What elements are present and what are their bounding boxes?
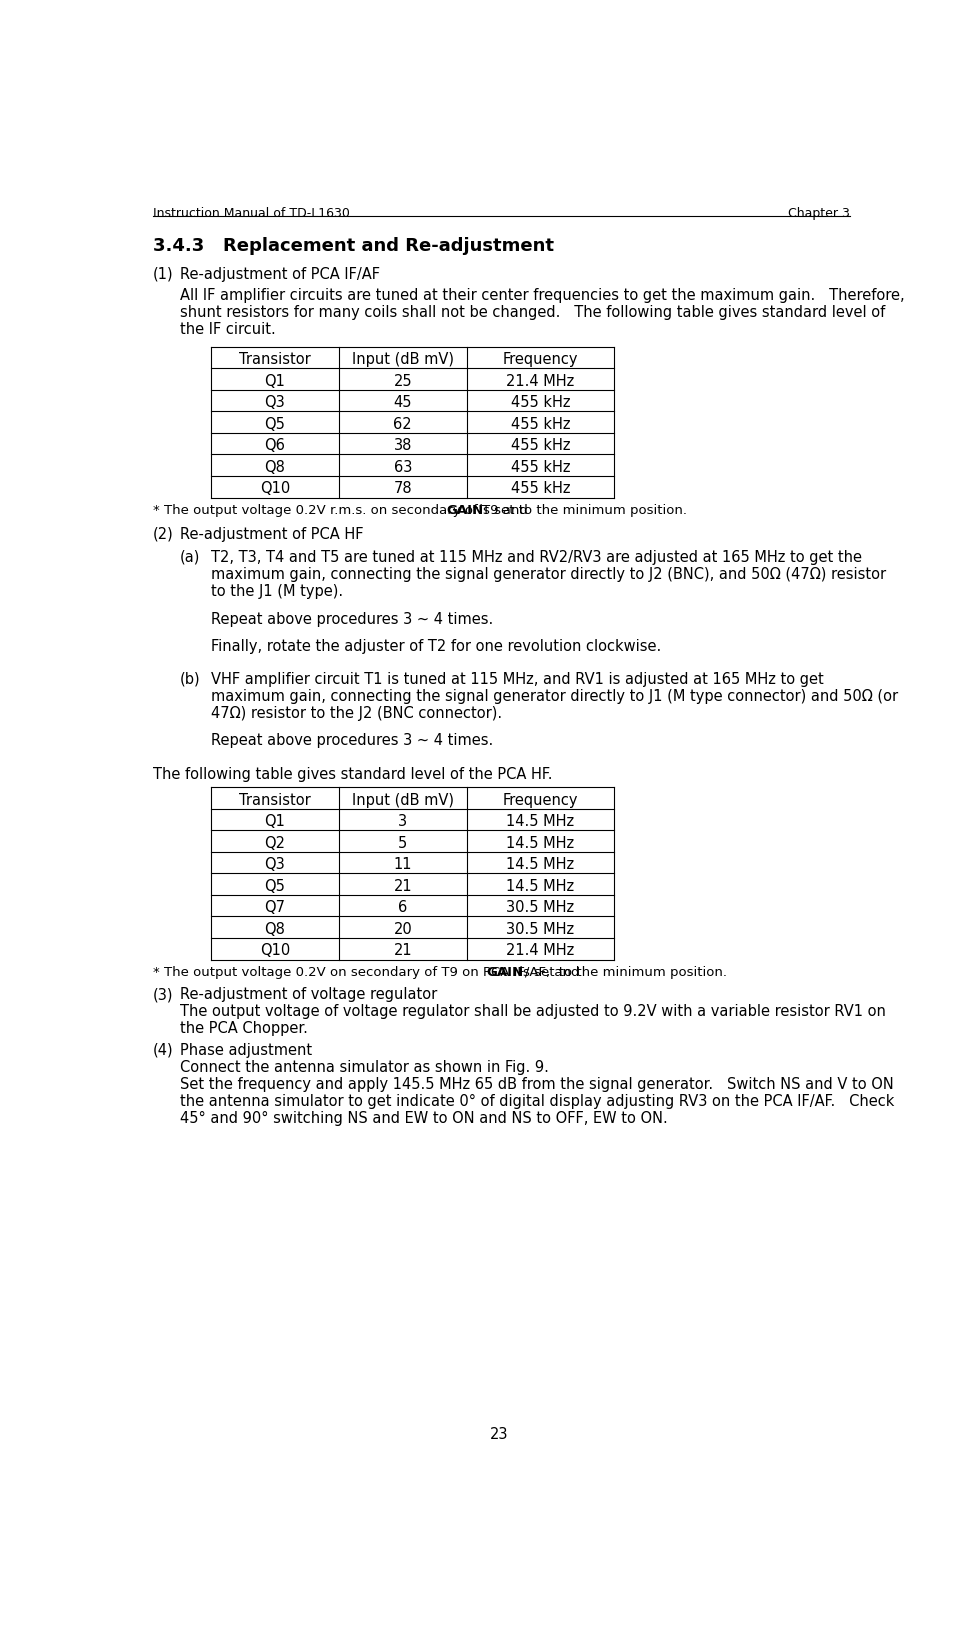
Text: Q2: Q2: [264, 835, 286, 850]
Text: The following table gives standard level of the PCA HF.: The following table gives standard level…: [153, 767, 553, 782]
Text: 30.5 MHz: 30.5 MHz: [506, 900, 574, 915]
Text: Finally, rotate the adjuster of T2 for one revolution clockwise.: Finally, rotate the adjuster of T2 for o…: [211, 639, 661, 655]
Text: Phase adjustment: Phase adjustment: [180, 1043, 312, 1058]
Text: 25: 25: [394, 374, 412, 388]
Text: Transistor: Transistor: [239, 793, 311, 808]
Text: 30.5 MHz: 30.5 MHz: [506, 921, 574, 938]
Text: Q8: Q8: [264, 460, 286, 474]
Text: Set the frequency and apply 145.5 MHz 65 dB from the signal generator.   Switch : Set the frequency and apply 145.5 MHz 65…: [180, 1077, 894, 1092]
Text: 14.5 MHz: 14.5 MHz: [506, 858, 574, 873]
Text: 14.5 MHz: 14.5 MHz: [506, 835, 574, 850]
Text: Instruction Manual of TD-L1630: Instruction Manual of TD-L1630: [153, 208, 350, 221]
Text: Q6: Q6: [264, 439, 286, 453]
Text: Q8: Q8: [264, 921, 286, 938]
Text: All IF amplifier circuits are tuned at their center frequencies to get the maxim: All IF amplifier circuits are tuned at t…: [180, 288, 905, 304]
Text: Q1: Q1: [264, 374, 286, 388]
Text: 63: 63: [394, 460, 412, 474]
Text: Q10: Q10: [259, 481, 291, 497]
Text: Q5: Q5: [264, 879, 286, 894]
Text: Q3: Q3: [264, 858, 286, 873]
Text: Repeat above procedures 3 ~ 4 times.: Repeat above procedures 3 ~ 4 times.: [211, 611, 493, 627]
Text: 47Ω) resistor to the J2 (BNC connector).: 47Ω) resistor to the J2 (BNC connector).: [211, 705, 502, 720]
Text: Input (dB mV): Input (dB mV): [352, 353, 453, 367]
Text: Q3: Q3: [264, 395, 286, 410]
Text: to the J1 (M type).: to the J1 (M type).: [211, 583, 343, 600]
Text: * The output voltage 0.2V on secondary of T9 on PCA IF/AF, and: * The output voltage 0.2V on secondary o…: [153, 965, 584, 978]
Text: (2): (2): [153, 526, 174, 541]
Text: the antenna simulator to get indicate 0° of digital display adjusting RV3 on the: the antenna simulator to get indicate 0°…: [180, 1094, 894, 1108]
Text: is set to the minimum position.: is set to the minimum position.: [476, 504, 687, 517]
Text: 21.4 MHz: 21.4 MHz: [506, 374, 574, 388]
Text: 21: 21: [394, 879, 412, 894]
Text: Re-adjustment of PCA HF: Re-adjustment of PCA HF: [180, 526, 364, 541]
Text: shunt resistors for many coils shall not be changed.   The following table gives: shunt resistors for many coils shall not…: [180, 306, 885, 320]
Text: 45: 45: [394, 395, 412, 410]
Text: T2, T3, T4 and T5 are tuned at 115 MHz and RV2/RV3 are adjusted at 165 MHz to ge: T2, T3, T4 and T5 are tuned at 115 MHz a…: [211, 549, 862, 565]
Text: 62: 62: [394, 416, 412, 432]
Text: 3.4.3   Replacement and Re-adjustment: 3.4.3 Replacement and Re-adjustment: [153, 237, 554, 255]
Text: maximum gain, connecting the signal generator directly to J2 (BNC), and 50Ω (47Ω: maximum gain, connecting the signal gene…: [211, 567, 886, 582]
Text: 14.5 MHz: 14.5 MHz: [506, 814, 574, 829]
Text: Re-adjustment of PCA IF/AF: Re-adjustment of PCA IF/AF: [180, 266, 380, 281]
Text: * The output voltage 0.2V r.m.s. on secondary of T9 and: * The output voltage 0.2V r.m.s. on seco…: [153, 504, 532, 517]
Text: (a): (a): [180, 549, 201, 565]
Text: 21.4 MHz: 21.4 MHz: [506, 944, 574, 959]
Text: 78: 78: [394, 481, 412, 497]
Text: the IF circuit.: the IF circuit.: [180, 322, 276, 336]
Text: 455 kHz: 455 kHz: [511, 395, 570, 410]
Text: (1): (1): [153, 266, 174, 281]
Text: Transistor: Transistor: [239, 353, 311, 367]
Text: (3): (3): [153, 988, 174, 1003]
Text: GAIN: GAIN: [447, 504, 484, 517]
Text: Frequency: Frequency: [503, 353, 578, 367]
Text: 6: 6: [398, 900, 408, 915]
Text: 21: 21: [394, 944, 412, 959]
Text: 3: 3: [398, 814, 408, 829]
Text: Q7: Q7: [264, 900, 286, 915]
Text: 455 kHz: 455 kHz: [511, 439, 570, 453]
Text: Re-adjustment of voltage regulator: Re-adjustment of voltage regulator: [180, 988, 437, 1003]
Text: the PCA Chopper.: the PCA Chopper.: [180, 1020, 308, 1037]
Text: Q5: Q5: [264, 416, 286, 432]
Text: 20: 20: [394, 921, 412, 938]
Text: Chapter 3: Chapter 3: [789, 208, 850, 221]
Text: Q1: Q1: [264, 814, 286, 829]
Text: 38: 38: [394, 439, 412, 453]
Text: 11: 11: [394, 858, 412, 873]
Text: Connect the antenna simulator as shown in Fig. 9.: Connect the antenna simulator as shown i…: [180, 1060, 549, 1074]
Text: 455 kHz: 455 kHz: [511, 460, 570, 474]
Text: 455 kHz: 455 kHz: [511, 416, 570, 432]
Text: The output voltage of voltage regulator shall be adjusted to 9.2V with a variabl: The output voltage of voltage regulator …: [180, 1004, 886, 1019]
Text: is set to the minimum position.: is set to the minimum position.: [516, 965, 727, 978]
Text: 14.5 MHz: 14.5 MHz: [506, 879, 574, 894]
Text: 5: 5: [398, 835, 408, 850]
Text: Q10: Q10: [259, 944, 291, 959]
Text: 23: 23: [490, 1427, 509, 1441]
Text: Frequency: Frequency: [503, 793, 578, 808]
Text: GAIN: GAIN: [487, 965, 524, 978]
Text: Input (dB mV): Input (dB mV): [352, 793, 453, 808]
Text: (b): (b): [180, 671, 201, 687]
Text: (4): (4): [153, 1043, 174, 1058]
Text: 45° and 90° switching NS and EW to ON and NS to OFF, EW to ON.: 45° and 90° switching NS and EW to ON an…: [180, 1110, 668, 1126]
Text: VHF amplifier circuit T1 is tuned at 115 MHz, and RV1 is adjusted at 165 MHz to : VHF amplifier circuit T1 is tuned at 115…: [211, 671, 824, 687]
Text: maximum gain, connecting the signal generator directly to J1 (M type connector) : maximum gain, connecting the signal gene…: [211, 689, 898, 704]
Text: 455 kHz: 455 kHz: [511, 481, 570, 497]
Text: Repeat above procedures 3 ~ 4 times.: Repeat above procedures 3 ~ 4 times.: [211, 733, 493, 748]
